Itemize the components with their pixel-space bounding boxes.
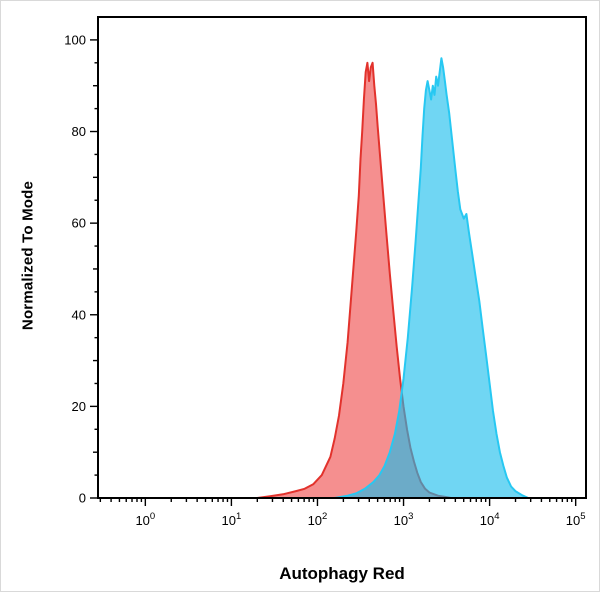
y-tick-label: 20	[72, 399, 86, 414]
x-tick-label: 100	[135, 511, 155, 528]
y-tick-label: 0	[79, 491, 86, 506]
x-axis-title: Autophagy Red	[279, 564, 405, 583]
x-tick-label: 104	[480, 511, 500, 528]
cyan-population-curve	[333, 57, 530, 499]
x-tick-label: 103	[394, 511, 414, 528]
x-tick-label: 101	[222, 511, 242, 528]
y-tick-label: 80	[72, 124, 86, 139]
y-tick-label: 40	[72, 307, 86, 322]
x-tick-label: 102	[308, 511, 328, 528]
axis-ticks	[90, 39, 577, 506]
y-tick-label: 100	[64, 32, 86, 47]
x-tick-label: 105	[566, 511, 586, 528]
y-tick-label: 60	[72, 216, 86, 231]
y-axis-title: Normalized To Mode	[19, 180, 37, 331]
plot-frame	[97, 16, 587, 499]
